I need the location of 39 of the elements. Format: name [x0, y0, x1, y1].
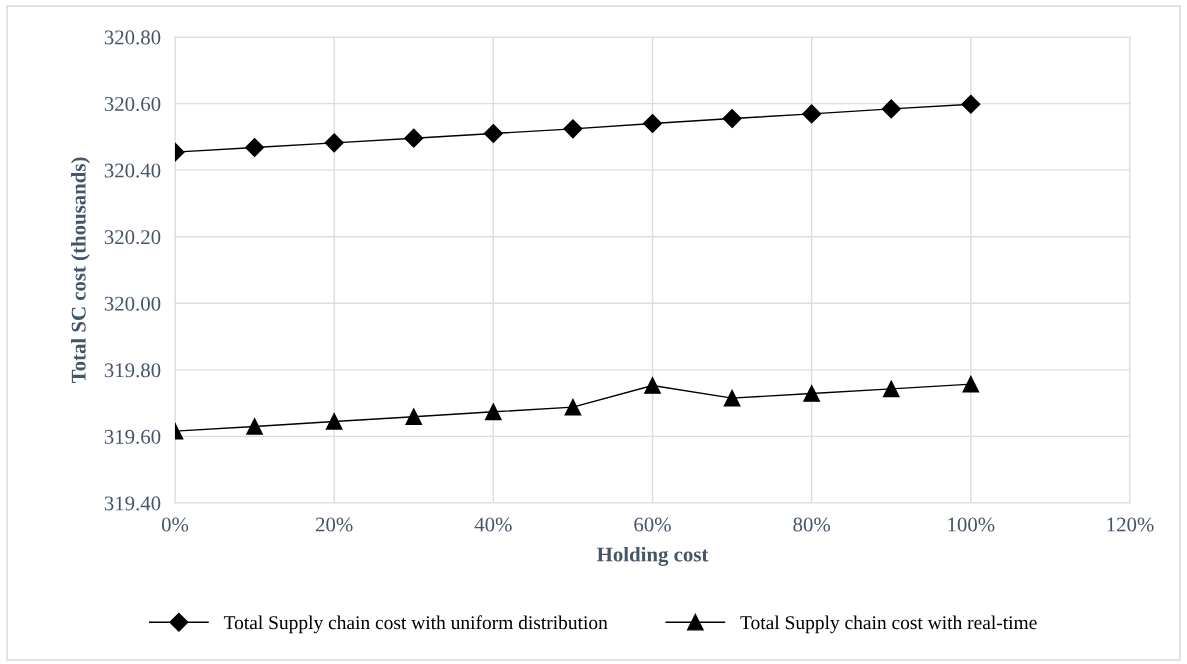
point — [325, 413, 343, 430]
legend-label: Total Supply chain cost with uniform distribution — [223, 615, 608, 634]
y-axis-title: Total SC cost (thousands) — [71, 157, 90, 384]
point — [722, 109, 742, 129]
point — [405, 408, 423, 426]
point — [245, 137, 265, 158]
y-tick-label: 319.40 — [104, 496, 161, 511]
y-tick-label: 320.40 — [104, 163, 161, 178]
x-tick-label: 0% — [161, 517, 189, 532]
point — [802, 104, 822, 124]
x-tick-label: 20% — [315, 517, 353, 532]
point — [404, 128, 424, 148]
point — [962, 375, 980, 393]
x-tick-label: 100% — [948, 517, 995, 532]
y-tick-label: 320.00 — [104, 296, 161, 311]
point — [563, 119, 583, 139]
point — [642, 114, 663, 134]
y-tick-label: 320.80 — [104, 30, 161, 45]
point — [564, 398, 582, 416]
y-tick-label: 320.60 — [104, 96, 161, 112]
y-tick-label: 319.60 — [104, 429, 161, 444]
y-tick-label: 319.80 — [104, 363, 161, 378]
point — [882, 380, 900, 398]
x-tick-label: 60% — [634, 517, 671, 532]
point — [644, 377, 661, 394]
x-tick-label: 80% — [793, 517, 831, 532]
point — [484, 403, 502, 421]
point — [723, 389, 741, 407]
point — [246, 418, 263, 435]
point — [803, 385, 821, 402]
x-tick-label: 40% — [474, 517, 512, 532]
point — [881, 99, 901, 119]
y-tick-label: 320.20 — [104, 230, 161, 245]
x-tick-label: 120% — [1107, 517, 1154, 532]
point — [961, 94, 981, 114]
point — [324, 133, 344, 153]
legend-label: Total Supply chain cost with real-time — [740, 615, 1037, 634]
point — [483, 123, 503, 144]
x-axis-title: Holding cost — [597, 546, 709, 566]
